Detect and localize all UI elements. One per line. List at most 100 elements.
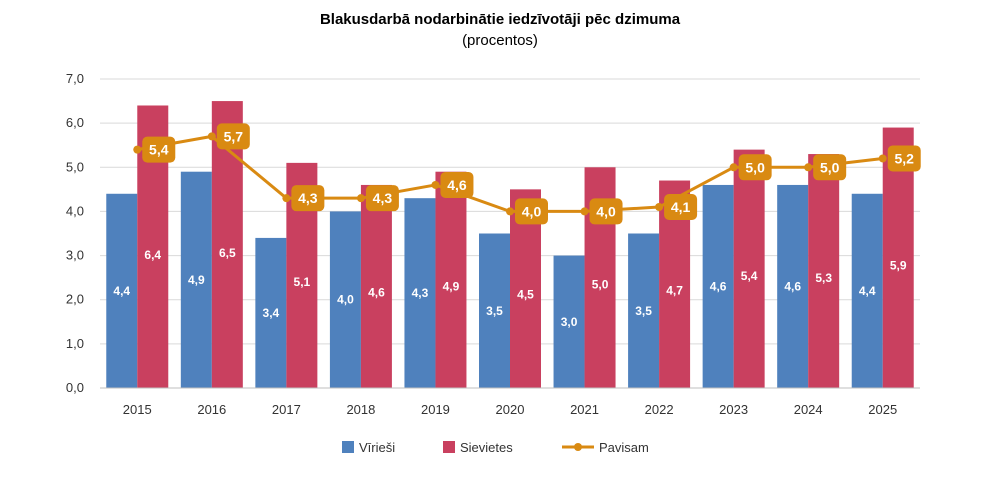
- total-value-label: 4,0: [596, 203, 616, 219]
- bars: 4,4 4,9 3,4 4,0 4,3 3,5 3,0 3,5 4,6 4,6 4,4 6,4 6,5 5…: [106, 101, 914, 389]
- bar-v-rie-i: [329, 211, 361, 388]
- total-line-point: [282, 194, 291, 203]
- y-tick-label: 1,0: [66, 336, 84, 351]
- bar-v-rie-i: [404, 198, 436, 388]
- legend: Vīrieši Sievietes Pavisam: [342, 440, 649, 455]
- bar-sievietes: [360, 184, 392, 388]
- x-tick-label: 2019: [421, 402, 450, 417]
- bar-value-label: 3,4: [263, 306, 280, 320]
- total-value-label: 5,0: [745, 159, 765, 175]
- bar-v-rie-i: [255, 237, 287, 388]
- total-value-box: [365, 185, 399, 212]
- x-axis-ticks: 2015 2016 2017 2018 2019 2020 2021 2022 2023 2024…: [100, 387, 920, 417]
- total-value-label: 5,4: [149, 142, 169, 158]
- x-tick-label: 2024: [794, 402, 823, 417]
- total-value-label: 5,7: [224, 128, 244, 144]
- total-value-label: 4,3: [373, 190, 393, 206]
- x-tick-label: 2017: [272, 402, 301, 417]
- bar-value-label: 5,0: [592, 277, 609, 291]
- bar-value-label: 5,1: [294, 275, 311, 289]
- bar-v-rie-i: [553, 255, 585, 388]
- y-tick-label: 0,0: [66, 380, 84, 395]
- bar-value-label: 3,0: [561, 315, 578, 329]
- bar-value-label: 5,3: [815, 271, 832, 285]
- total-line-point: [506, 207, 514, 216]
- chart-title: Blakusdarbā nodarbinātie iedzīvotāji pēc…: [320, 11, 681, 28]
- total-value-label: 4,0: [522, 203, 542, 219]
- bar-value-label: 4,9: [188, 273, 205, 287]
- bar-value-label: 4,3: [412, 286, 429, 300]
- x-tick-label: 2025: [868, 402, 897, 417]
- bar-value-label: 4,9: [443, 279, 460, 293]
- bar-v-rie-i: [479, 233, 510, 388]
- bar-value-label: 4,0: [337, 293, 354, 307]
- bar-value-label: 4,7: [666, 283, 683, 297]
- bar-sievietes: [733, 149, 765, 388]
- bar-sievietes: [435, 171, 467, 388]
- total-line-point: [580, 207, 589, 216]
- total-value-box: [515, 198, 548, 225]
- bar-value-label: 4,6: [784, 279, 801, 293]
- total-value-label: 5,2: [894, 150, 914, 166]
- legend-label: Pavisam: [599, 440, 649, 455]
- total-value-label: 4,1: [671, 199, 691, 215]
- x-tick-label: 2018: [346, 402, 375, 417]
- x-tick-label: 2022: [645, 402, 674, 417]
- bar-v-rie-i: [851, 193, 883, 388]
- x-tick-label: 2020: [496, 402, 525, 417]
- x-tick-label: 2023: [719, 402, 748, 417]
- legend-label: Vīrieši: [359, 440, 395, 455]
- bar-value-label: 4,5: [517, 288, 534, 302]
- legend-swatch: [342, 441, 354, 453]
- total-line-point: [878, 154, 887, 163]
- y-tick-label: 6,0: [66, 115, 84, 130]
- y-tick-label: 4,0: [66, 203, 84, 218]
- total-value-box: [440, 171, 474, 198]
- total-line-point: [356, 194, 365, 203]
- bar-value-label: 6,5: [219, 246, 236, 260]
- bar-sievietes: [808, 154, 840, 388]
- bar-value-label: 4,4: [113, 284, 130, 298]
- y-axis-ticks: 0,0 1,0 2,0 3,0 4,0 5,0 6,0 7,0: [66, 71, 84, 395]
- bar-value-label: 3,5: [635, 304, 652, 318]
- y-tick-label: 5,0: [66, 159, 84, 174]
- y-tick-label: 7,0: [66, 71, 84, 86]
- total-line-point: [207, 132, 216, 141]
- bar-v-rie-i: [180, 171, 212, 388]
- total-value-label: 5,0: [820, 159, 840, 175]
- bar-v-rie-i: [628, 233, 660, 388]
- x-tick-label: 2015: [123, 402, 152, 417]
- bar-value-label: 5,4: [741, 269, 758, 283]
- y-tick-label: 2,0: [66, 292, 84, 307]
- total-value-box: [738, 154, 772, 181]
- total-value-box: [142, 136, 176, 163]
- total-value-box: [813, 154, 847, 181]
- total-value-box: [589, 198, 623, 225]
- bar-v-rie-i: [702, 184, 734, 388]
- bar-value-label: 3,5: [486, 304, 503, 318]
- total-value-label: 4,3: [298, 190, 318, 206]
- legend-label: Sievietes: [460, 440, 513, 455]
- total-value-box: [664, 194, 698, 221]
- bar-value-label: 5,9: [890, 259, 907, 273]
- total-line-point: [655, 203, 664, 212]
- total-line-point: [133, 145, 142, 154]
- x-tick-label: 2016: [197, 402, 226, 417]
- total-value-box: [887, 145, 921, 172]
- legend-swatch: [443, 441, 455, 453]
- total-line-point: [804, 163, 813, 172]
- bar-v-rie-i: [777, 184, 809, 388]
- chart-subtitle: (procentos): [462, 32, 538, 49]
- total-line-point: [431, 180, 440, 189]
- bar-value-label: 4,4: [859, 284, 876, 298]
- total-line: 5,4 5,7 4,3 4,3 4,6 4,0 4,0 4,1 5,0 5,0 5,2: [133, 123, 921, 225]
- y-tick-label: 3,0: [66, 248, 84, 263]
- bar-value-label: 4,6: [710, 279, 727, 293]
- x-tick-label: 2021: [570, 402, 599, 417]
- bar-v-rie-i: [106, 193, 138, 388]
- total-value-box: [291, 185, 325, 212]
- total-line-point: [729, 163, 738, 172]
- total-value-label: 4,6: [447, 177, 467, 193]
- bar-value-label: 4,6: [368, 286, 385, 300]
